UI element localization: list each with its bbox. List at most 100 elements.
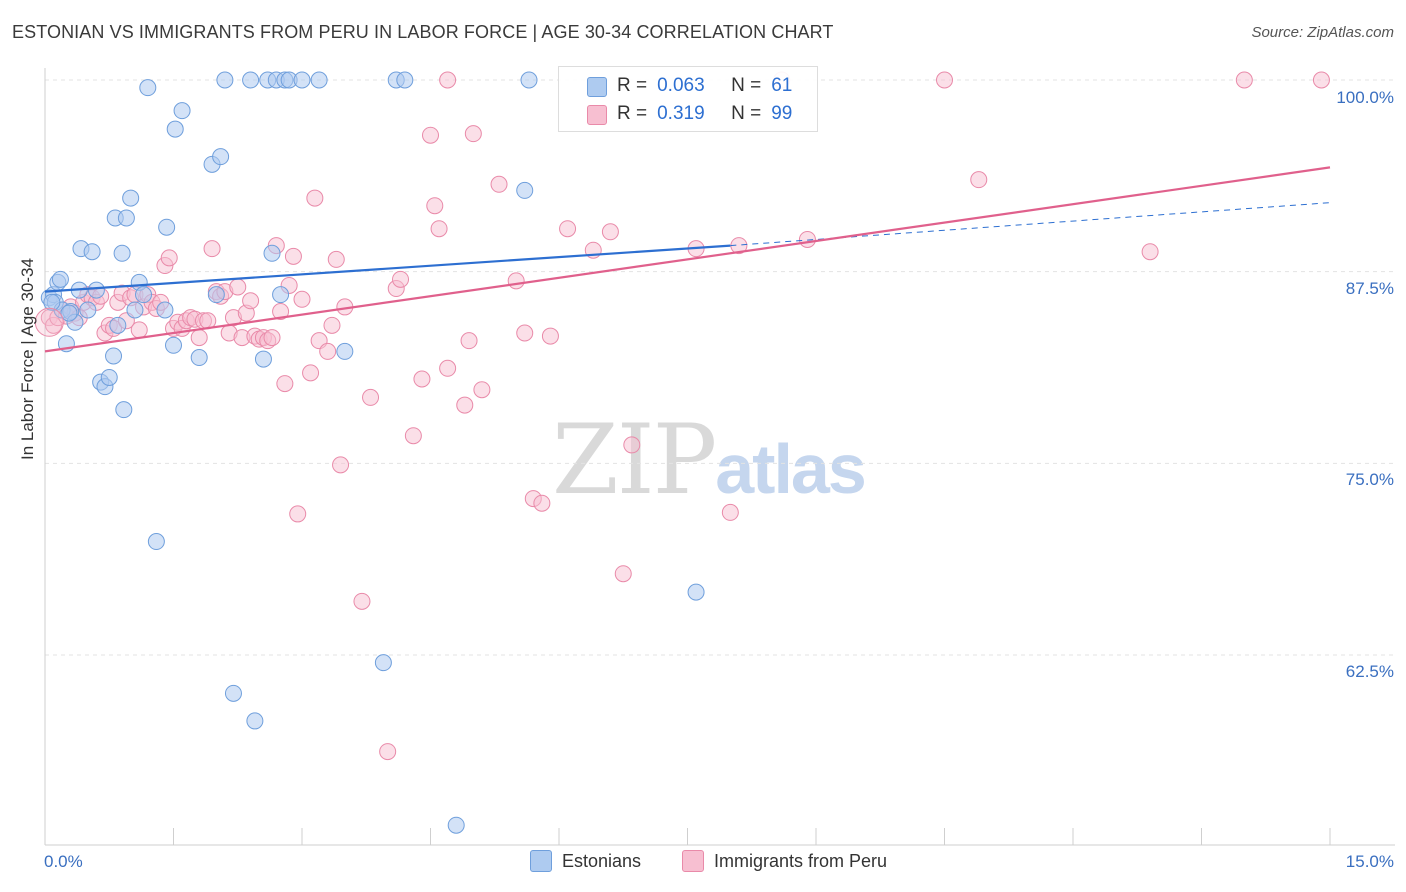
peru-point <box>490 175 508 193</box>
estonian-point <box>212 148 230 166</box>
legend-swatch-estonians <box>587 77 607 97</box>
peru-point <box>289 505 307 523</box>
y-tick-label-75: 75.0% <box>1345 470 1394 489</box>
estonian-point <box>139 79 157 97</box>
estonian-point <box>105 347 123 365</box>
estonian-point <box>190 349 208 367</box>
peru-point <box>293 290 311 308</box>
estonian-point <box>79 301 97 319</box>
bottom-legend-swatch-peru <box>682 850 704 872</box>
estonian-point <box>374 654 392 672</box>
estonian-point <box>263 244 281 262</box>
estonian-point <box>60 304 78 322</box>
legend-r-value: 0.063 <box>657 75 705 96</box>
estonian-point <box>51 270 69 288</box>
y-tick-label-87-5: 87.5% <box>1345 279 1394 298</box>
bottom-legend-swatch-estonians <box>530 850 552 872</box>
peru-point <box>1235 71 1253 89</box>
peru-point <box>473 381 491 399</box>
peru-point <box>1141 243 1159 261</box>
peru-point <box>302 364 320 382</box>
legend-r-label: R = <box>617 103 648 124</box>
legend-row-estonians: R = 0.063 N = 61 <box>587 74 793 98</box>
estonian-point <box>173 102 191 120</box>
estonian-point <box>216 71 234 89</box>
peru-point <box>1312 71 1330 89</box>
peru-point <box>327 250 345 268</box>
estonian-point <box>122 189 140 207</box>
peru-point <box>276 375 294 393</box>
peru-point <box>203 240 221 258</box>
legend-n-label: N = <box>731 75 762 96</box>
estonian-point <box>87 281 105 299</box>
peru-point <box>970 171 988 189</box>
bottom-legend-label-estonians: Estonians <box>562 850 642 871</box>
y-tick-label-62-5: 62.5% <box>1345 662 1394 681</box>
legend-swatch-peru <box>587 105 607 125</box>
peru-point <box>229 278 247 296</box>
estonian-point <box>165 336 182 354</box>
estonian-point <box>100 368 118 386</box>
estonian-point <box>156 301 174 319</box>
legend-n-value: 99 <box>771 103 793 124</box>
chart-title: ESTONIAN VS IMMIGRANTS FROM PERU IN LABO… <box>12 22 834 42</box>
peru-point <box>533 494 551 512</box>
peru-point <box>323 316 341 334</box>
estonian-point <box>117 209 135 227</box>
peru-point <box>242 292 260 310</box>
bottom-legend-label-peru: Immigrants from Peru <box>714 850 888 871</box>
peru-point <box>623 436 641 454</box>
peru-point <box>456 396 474 414</box>
peru-point <box>422 126 439 144</box>
peru-point <box>516 324 534 342</box>
peru-point <box>601 223 619 241</box>
peru-point <box>464 125 482 143</box>
estonian-point <box>293 71 311 89</box>
peru-point <box>34 307 64 337</box>
estonian-trend-extension <box>730 202 1331 247</box>
correlation-legend: R = 0.063 N = 61 R = 0.319 N = 99 <box>558 66 818 132</box>
estonian-point <box>224 684 242 702</box>
bottom-legend-estonians: Estonians <box>530 850 641 872</box>
legend-row-peru: R = 0.319 N = 99 <box>587 102 793 126</box>
legend-r-label: R = <box>617 75 648 96</box>
peru-point <box>190 329 208 347</box>
estonian-point <box>396 71 414 89</box>
estonian-point <box>207 286 225 304</box>
estonian-point <box>83 243 101 261</box>
estonian-point <box>113 244 131 262</box>
bottom-legend-peru: Immigrants from Peru <box>682 850 887 872</box>
estonian-point <box>135 286 153 304</box>
source-label: Source: ZipAtlas.com <box>1251 24 1394 41</box>
peru-point <box>404 427 422 445</box>
estonian-trend-line <box>44 244 731 293</box>
estonian-point <box>687 583 705 601</box>
peru-point <box>439 359 457 377</box>
estonian-point <box>310 71 328 89</box>
peru-trend-line <box>44 166 1331 353</box>
legend-n-value: 61 <box>771 75 793 96</box>
peru-point <box>460 332 478 350</box>
estonian-point <box>109 316 127 334</box>
estonian-point <box>520 71 538 89</box>
estonian-point <box>147 533 165 551</box>
estonian-point <box>516 181 534 199</box>
peru-point <box>426 197 444 215</box>
estonian-point <box>43 293 61 311</box>
legend-r-value: 0.319 <box>657 103 705 124</box>
peru-point <box>284 247 302 265</box>
peru-point <box>559 220 577 238</box>
peru-point <box>353 592 371 610</box>
estonian-point <box>246 712 264 730</box>
peru-point <box>263 329 281 347</box>
peru-point <box>306 189 324 207</box>
estonian-point <box>254 350 272 368</box>
estonian-point <box>126 301 144 319</box>
peru-point <box>614 565 632 583</box>
legend-n-label: N = <box>731 103 762 124</box>
peru-point <box>430 220 448 238</box>
estonian-point <box>447 816 465 834</box>
estonian-point <box>336 342 354 360</box>
y-axis-label: In Labor Force | Age 30-34 <box>18 258 37 460</box>
